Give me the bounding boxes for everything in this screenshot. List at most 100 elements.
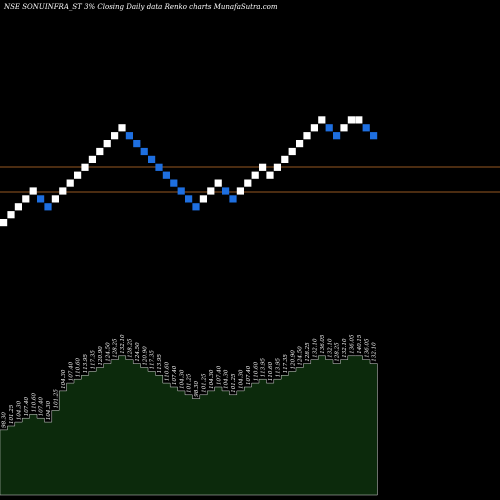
renko-brick-up: [318, 116, 326, 124]
renko-brick-up: [244, 179, 252, 187]
brick-price-label: 104.30: [209, 369, 215, 389]
renko-brick-up: [236, 187, 244, 195]
renko-brick-up: [96, 147, 104, 156]
brick-price-label: 101.25: [9, 404, 15, 424]
brick-price-label: 107.40: [172, 365, 178, 385]
brick-price-labels: 98.30 101.25 104.30 107.40 110.60 107.40 104.3…: [2, 334, 378, 428]
renko-brick-down: [229, 195, 237, 203]
renko-brick-down: [192, 203, 200, 211]
renko-brick-up: [111, 132, 119, 140]
brick-price-label: 98.30: [2, 412, 8, 428]
renko-brick-up: [199, 195, 207, 203]
renko-bricks: [0, 116, 378, 227]
chart-title: NSE SONUINFRA_ST 3% Closing Daily data R…: [3, 3, 278, 11]
brick-price-label: 101.25: [54, 389, 60, 409]
brick-price-label: 128.25: [335, 342, 341, 362]
renko-brick-down: [370, 132, 378, 140]
brick-price-label: 101.25: [202, 373, 208, 393]
renko-brick-up: [214, 179, 222, 187]
renko-brick-up: [66, 179, 74, 187]
renko-brick-up: [288, 147, 296, 156]
renko-brick-up: [281, 155, 289, 163]
renko-brick-down: [155, 163, 163, 171]
brick-price-label: 120.90: [142, 346, 148, 366]
brick-price-label: 104.30: [239, 369, 245, 389]
renko-brick-down: [162, 171, 170, 179]
renko-brick-up: [340, 124, 348, 132]
renko-brick-up: [74, 171, 82, 179]
brick-price-label: 104.30: [17, 400, 23, 420]
brick-price-label: 104.30: [46, 400, 52, 420]
brick-price-label: 104.30: [61, 369, 67, 389]
brick-price-label: 128.25: [128, 338, 134, 358]
renko-brick-down: [177, 187, 185, 195]
brick-price-label: 104.30: [179, 369, 185, 389]
renko-brick-up: [14, 203, 22, 211]
renko-brick-up: [59, 187, 67, 195]
renko-brick-down: [125, 132, 133, 140]
brick-price-label: 110.60: [76, 357, 82, 377]
renko-brick-up: [310, 124, 318, 132]
brick-price-label: 132.10: [327, 338, 333, 358]
renko-brick-up: [207, 187, 215, 195]
brick-price-label: 107.40: [216, 365, 222, 385]
brick-price-label: 113.95: [276, 357, 282, 377]
brick-price-label: 104.30: [224, 369, 230, 389]
renko-brick-up: [88, 155, 96, 163]
volume-area: [0, 355, 378, 496]
renko-brick-up: [355, 116, 363, 124]
renko-brick-down: [170, 179, 178, 187]
brick-price-label: 128.25: [113, 338, 119, 358]
brick-price-label: 107.40: [39, 396, 45, 416]
renko-brick-up: [296, 140, 304, 148]
brick-price-label: 113.95: [157, 354, 163, 374]
brick-price-label: 107.40: [24, 396, 30, 416]
renko-brick-up: [103, 140, 111, 148]
brick-price-label: 140.15: [357, 334, 363, 354]
brick-price-label: 124.50: [298, 346, 304, 366]
brick-price-label: 117.35: [150, 350, 156, 370]
brick-price-label: 110.60: [31, 393, 37, 413]
renko-brick-up: [81, 163, 89, 171]
renko-brick-up: [259, 163, 267, 171]
brick-price-label: 110.60: [253, 361, 259, 381]
renko-brick-up: [0, 219, 8, 227]
renko-brick-down: [222, 187, 230, 195]
renko-brick-down: [148, 155, 156, 163]
brick-price-label: 117.35: [283, 354, 289, 374]
brick-price-label: 117.35: [91, 350, 97, 370]
brick-price-label: 101.25: [231, 373, 237, 393]
brick-price-label: 113.95: [261, 357, 267, 377]
renko-brick-down: [44, 203, 52, 211]
brick-price-label: 136.05: [350, 334, 356, 354]
brick-price-label: 107.40: [246, 365, 252, 385]
renko-brick-up: [7, 211, 15, 219]
brick-price-label: 120.90: [98, 346, 104, 366]
brick-price-label: 136.05: [320, 334, 326, 354]
brick-price-label: 101.25: [187, 373, 193, 393]
brick-price-label: 120.90: [290, 350, 296, 370]
renko-brick-down: [133, 140, 141, 148]
renko-brick-up: [266, 171, 274, 179]
renko-brick-up: [51, 195, 59, 203]
brick-price-label: 124.50: [105, 342, 111, 362]
renko-brick-down: [37, 195, 45, 203]
renko-brick-down: [140, 147, 148, 156]
renko-brick-down: [333, 132, 341, 140]
brick-price-label: 132.10: [313, 338, 319, 358]
volume-area-path: [0, 355, 378, 496]
renko-brick-up: [118, 124, 126, 132]
brick-price-label: 110.60: [165, 361, 171, 381]
brick-price-label: 110.60: [268, 361, 274, 381]
brick-price-label: 124.50: [135, 342, 141, 362]
renko-brick-down: [362, 124, 370, 132]
renko-brick-up: [251, 171, 259, 179]
renko-brick-up: [29, 187, 37, 195]
brick-price-label: 128.25: [305, 342, 311, 362]
brick-price-label: 132.10: [342, 338, 348, 358]
brick-price-label: 132.10: [372, 342, 378, 362]
renko-brick-up: [347, 116, 355, 124]
brick-price-label: 113.95: [83, 354, 89, 374]
brick-price-label: 132.10: [120, 334, 126, 354]
